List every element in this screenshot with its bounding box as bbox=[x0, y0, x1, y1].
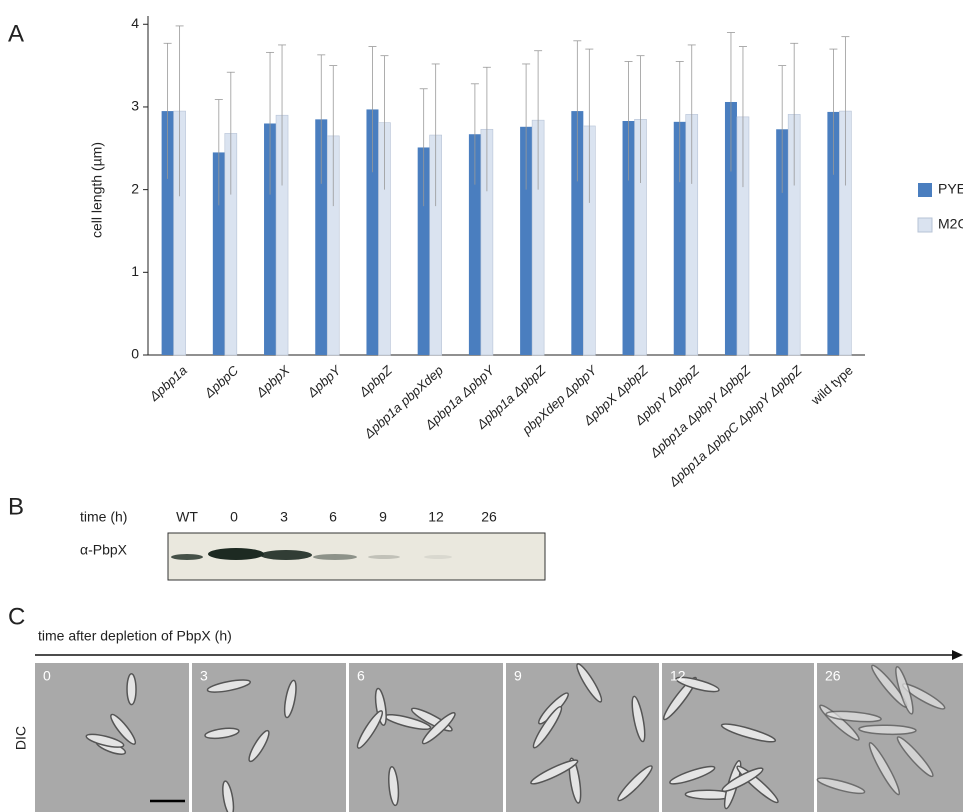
legend-label: M2G bbox=[938, 216, 963, 232]
arrow-head bbox=[952, 650, 963, 660]
legend-swatch bbox=[918, 218, 932, 232]
lane-label: 0 bbox=[230, 509, 238, 525]
x-tick-label: ΔpbpZ bbox=[355, 362, 395, 400]
timepoint-label: 12 bbox=[670, 668, 686, 684]
y-tick-label: 0 bbox=[131, 346, 139, 362]
micrograph bbox=[506, 663, 659, 812]
x-tick-label: ΔpbpC bbox=[201, 362, 242, 401]
lane-label: 3 bbox=[280, 509, 288, 525]
y-axis-label: cell length (µm) bbox=[89, 142, 105, 238]
legend-label: PYE bbox=[938, 181, 963, 197]
timepoint-label: 6 bbox=[357, 668, 365, 684]
lane-label: 6 bbox=[329, 509, 337, 525]
legend-swatch bbox=[918, 183, 932, 197]
lane-label: 9 bbox=[379, 509, 387, 525]
timepoint-label: 26 bbox=[825, 668, 841, 684]
timepoint-label: 3 bbox=[200, 668, 208, 684]
x-tick-label: Δpbp1a ΔpbpY ΔpbpZ bbox=[646, 362, 754, 461]
x-tick-label: wild type bbox=[807, 363, 855, 409]
y-tick-label: 4 bbox=[131, 15, 139, 31]
channel-label: DIC bbox=[13, 726, 29, 750]
panel-label: A bbox=[8, 20, 24, 47]
y-tick-label: 3 bbox=[131, 98, 139, 114]
timepoint-label: 9 bbox=[514, 668, 522, 684]
y-tick-label: 2 bbox=[131, 180, 139, 196]
lane-label: 26 bbox=[481, 509, 497, 525]
panel-label: B bbox=[8, 493, 24, 520]
y-tick-label: 1 bbox=[131, 263, 139, 279]
panel-label: C bbox=[8, 603, 25, 630]
timepoint-label: 0 bbox=[43, 668, 51, 684]
lane-label: 12 bbox=[428, 509, 444, 525]
x-tick-label: ΔpbpX bbox=[253, 362, 294, 401]
blot-axis-label: time (h) bbox=[80, 509, 127, 525]
micrograph-title: time after depletion of PbpX (h) bbox=[38, 628, 232, 644]
cell bbox=[127, 674, 136, 705]
figure: A B C cell length (µm) time (h) α-PbpX t… bbox=[0, 0, 963, 812]
lane-label: WT bbox=[176, 509, 198, 525]
x-tick-label: Δpbp1a bbox=[146, 363, 190, 405]
blot-antibody: α-PbpX bbox=[80, 542, 128, 558]
x-tick-label: ΔpbpY bbox=[304, 362, 345, 401]
